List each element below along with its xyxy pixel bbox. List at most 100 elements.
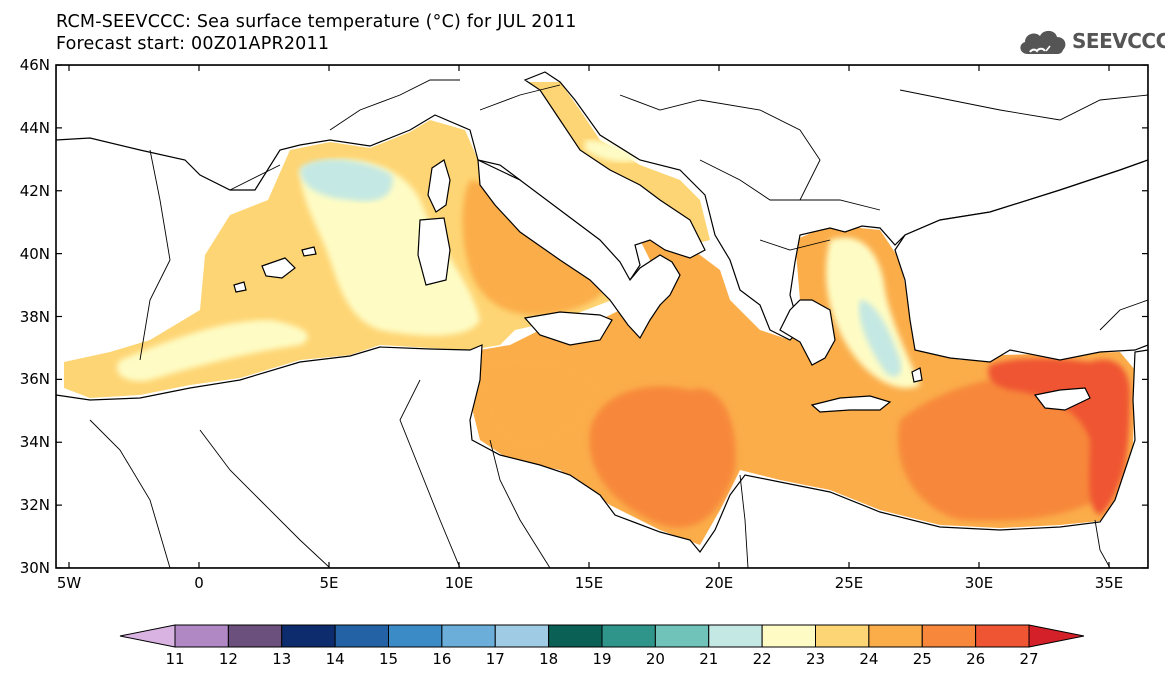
lat-label: 42N (19, 181, 50, 200)
cool-adriatic-north (585, 140, 640, 162)
colorbar-label: 24 (859, 650, 879, 668)
colorbar-swatch (868, 624, 923, 648)
sardinia (417, 217, 451, 286)
colorbar-swatch (815, 624, 870, 648)
border-line (329, 79, 460, 131)
colorbar-swatch (921, 624, 977, 648)
majorca (261, 257, 296, 279)
lat-label: 30N (19, 559, 50, 577)
lon-label: 5E (319, 574, 339, 592)
colorbar-label: 20 (645, 650, 665, 668)
border-line (89, 419, 171, 568)
colorbar-swatch (601, 624, 656, 648)
lon-label: 10E (444, 574, 474, 592)
border-line (699, 159, 881, 211)
border-line (899, 89, 1148, 121)
colorbar-swatch (441, 624, 496, 648)
colorbar-label: 14 (325, 650, 345, 668)
forecast-start-subtitle: Forecast start: 00Z01APR2011 (56, 34, 330, 54)
lon-label: 35E (1094, 574, 1124, 592)
border-line (759, 239, 831, 251)
turkey-land (894, 159, 1148, 363)
border-line (399, 379, 461, 568)
cool-alboran-coast (116, 320, 309, 382)
lon-label: 15E (574, 574, 604, 592)
lon-label: 5W (56, 574, 82, 592)
colorbar-label: 13 (272, 650, 292, 668)
border-line (489, 439, 551, 568)
border-line (479, 84, 561, 111)
lat-label: 38N (19, 307, 50, 326)
crete (810, 395, 892, 413)
lon-label: 25E (834, 574, 864, 592)
border-line (739, 474, 749, 568)
hot-levantine-coast (988, 358, 1131, 515)
colorbar-label: 11 (165, 650, 185, 668)
colorbar-min-extend (119, 624, 176, 648)
lat-label: 34N (19, 433, 50, 452)
border-line (1099, 299, 1148, 331)
axis-ticks (56, 64, 1148, 569)
lat-label: 36N (19, 370, 50, 389)
colorbar-swatch (708, 624, 763, 648)
seevccc-logo: SEEVCCC (1016, 24, 1165, 58)
warm-tyrrhenian (462, 180, 612, 316)
border-line (139, 149, 171, 361)
lat-label: 32N (19, 496, 50, 515)
warm-ionian (589, 386, 736, 528)
rhodes (911, 367, 923, 383)
cool-balearic (300, 160, 480, 336)
minorca (301, 246, 317, 257)
colorbar-label: 26 (966, 650, 986, 668)
colorbar-swatch (174, 624, 229, 648)
colorbar-swatch (761, 624, 816, 648)
colorbar-swatch (388, 624, 443, 648)
lon-label: 30E (964, 574, 994, 592)
colorbar-label: 23 (805, 650, 826, 668)
land (56, 65, 1148, 568)
lat-label: 44N (19, 118, 50, 137)
colorbar-label: 16 (432, 650, 452, 668)
colorbar-swatch (281, 624, 336, 648)
colorbar-swatch (227, 624, 283, 648)
colorbar-swatch (334, 624, 389, 648)
colorbar-label: 25 (912, 650, 932, 668)
colorbar-label: 17 (485, 650, 505, 668)
border-line (619, 94, 821, 201)
africa-land (56, 344, 1148, 568)
colorbar-label: 12 (218, 650, 238, 668)
borders (89, 79, 1148, 568)
colorbar-swatch (654, 624, 710, 648)
warm-north-africa (479, 356, 600, 450)
italy-land (477, 159, 681, 340)
lon-label: 0 (194, 574, 204, 592)
cold-gulf-of-lion (300, 159, 393, 202)
sicily (523, 311, 613, 346)
colorbar-swatch (975, 624, 1030, 648)
colorbar-label: 22 (752, 650, 772, 668)
colorbar-max-extend (1028, 624, 1085, 648)
greece-land (779, 299, 836, 366)
colorbar-label: 18 (539, 650, 559, 668)
lon-label: 20E (704, 574, 734, 592)
cloud-icon (1020, 30, 1066, 54)
border-line (229, 164, 281, 191)
lat-label: 46N (19, 56, 50, 74)
map-title: RCM-SEEVCCC: Sea surface temperature (°C… (56, 12, 577, 32)
border-line (1094, 519, 1111, 568)
colorbar-label: 15 (378, 650, 399, 668)
colorbar-label: 27 (1019, 650, 1039, 668)
colorbar (119, 624, 1085, 648)
colorbar-swatch (494, 624, 550, 648)
colorbar-swatch (548, 624, 603, 648)
cyprus (1033, 387, 1091, 411)
corsica (427, 159, 451, 213)
lat-label: 40N (19, 244, 50, 263)
europe-land (56, 65, 1148, 341)
border-line (199, 429, 331, 568)
logo-text: SEEVCCC (1072, 29, 1165, 53)
ibiza (233, 281, 247, 293)
cold-aegean (859, 300, 902, 377)
colorbar-label: 21 (699, 650, 719, 668)
